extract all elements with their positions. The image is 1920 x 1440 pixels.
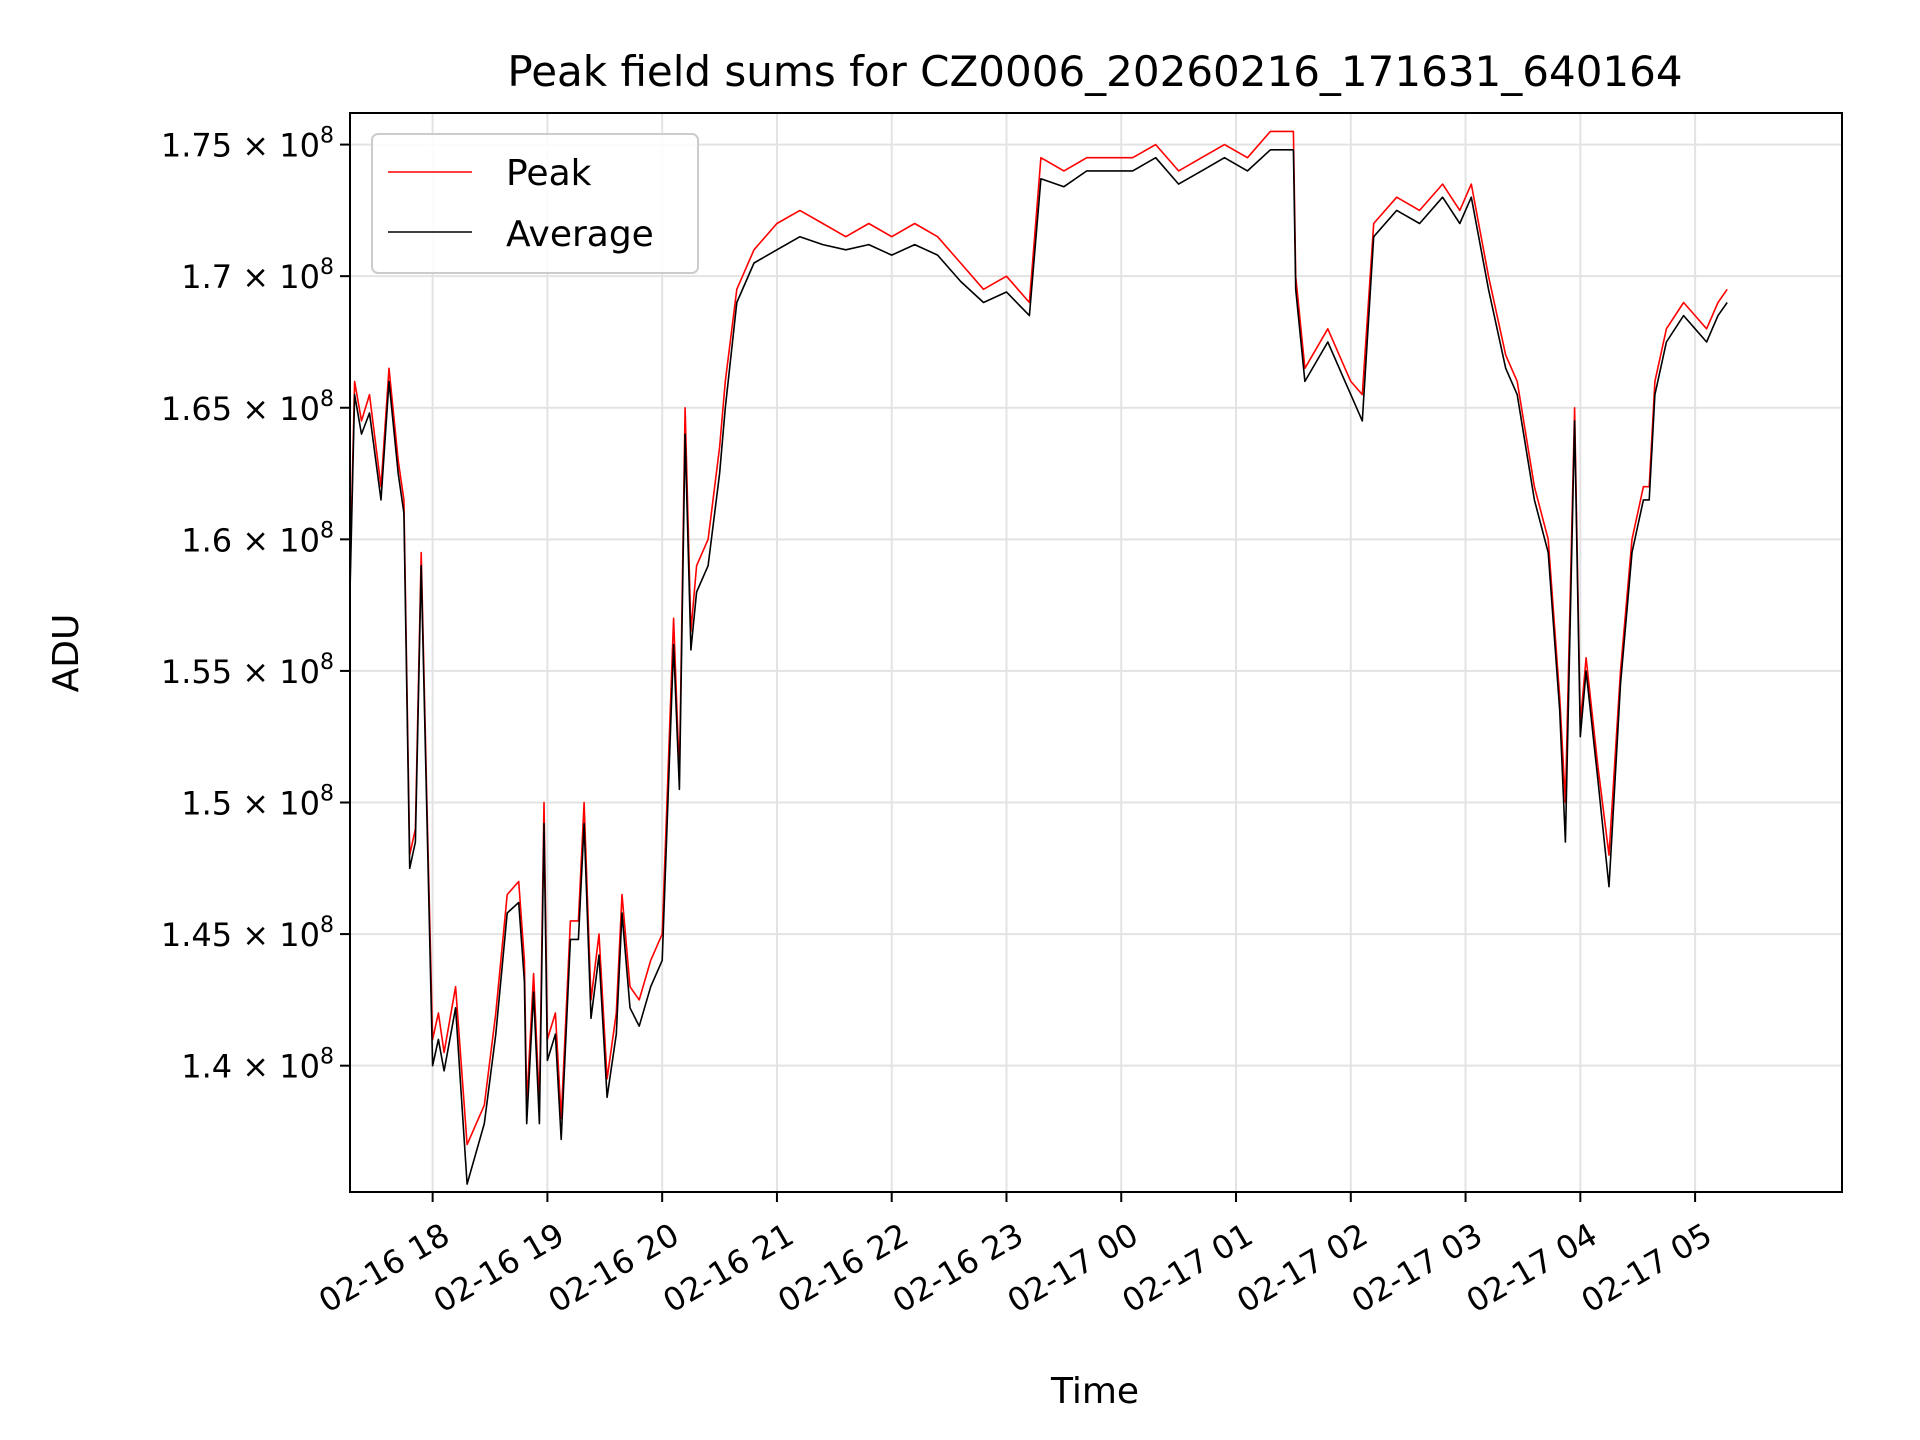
y-tick-label: 1.7 × 108 (181, 255, 334, 296)
y-tick-label: 1.75 × 108 (161, 124, 334, 165)
y-tick-label: 1.65 × 108 (161, 387, 334, 428)
legend-box (371, 133, 699, 274)
y-tick-label: 1.45 × 108 (161, 913, 334, 954)
series-line-peak (350, 130, 1728, 1146)
legend-label-peak: Peak (506, 153, 592, 194)
y-tick-label: 1.4 × 108 (181, 1045, 334, 1086)
chart-title: Peak field sums for CZ0006_20260216_1716… (507, 47, 1682, 96)
plot-lines (350, 130, 1728, 1185)
y-axis-label: ADU (46, 614, 87, 693)
legend: Peak Average (371, 133, 699, 274)
y-tick-label: 1.5 × 108 (181, 782, 334, 823)
x-axis-label: Time (1050, 1371, 1139, 1412)
series-line-average (350, 149, 1728, 1185)
y-tick-label: 1.6 × 108 (181, 518, 334, 559)
y-axis: 1.4 × 108 1.45 × 108 1.5 × 108 1.55 × 108 1.… (161, 124, 350, 1086)
y-tick-label: 1.55 × 108 (161, 650, 334, 691)
plot-frame (349, 112, 1843, 1193)
legend-label-average: Average (506, 214, 654, 255)
